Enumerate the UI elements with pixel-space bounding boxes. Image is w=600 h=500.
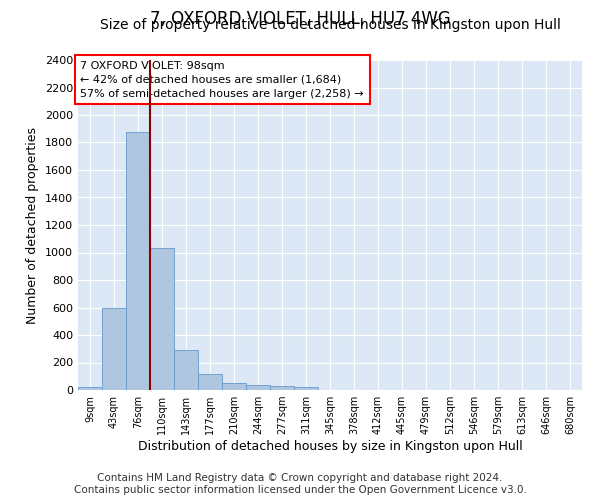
Bar (270, 386, 294, 390)
Bar (126, 132, 150, 390)
Bar (78, 387, 102, 390)
Bar (246, 384, 270, 390)
Title: Size of property relative to detached houses in Kingston upon Hull: Size of property relative to detached ho… (100, 18, 560, 32)
Text: 7 OXFORD VIOLET: 98sqm
← 42% of detached houses are smaller (1,684)
57% of semi-: 7 OXFORD VIOLET: 98sqm ← 42% of detached… (80, 60, 364, 98)
Text: 7, OXFORD VIOLET, HULL, HU7 4WG: 7, OXFORD VIOLET, HULL, HU7 4WG (149, 10, 451, 28)
Text: Contains HM Land Registry data © Crown copyright and database right 2024.
Contai: Contains HM Land Registry data © Crown c… (74, 474, 526, 495)
Bar (102, 308, 126, 390)
Y-axis label: Number of detached properties: Number of detached properties (26, 126, 40, 324)
Bar (150, 248, 174, 390)
X-axis label: Distribution of detached houses by size in Kingston upon Hull: Distribution of detached houses by size … (137, 440, 523, 453)
Bar (294, 387, 318, 390)
Bar (222, 383, 246, 390)
Bar (174, 350, 198, 390)
Bar (198, 374, 222, 390)
